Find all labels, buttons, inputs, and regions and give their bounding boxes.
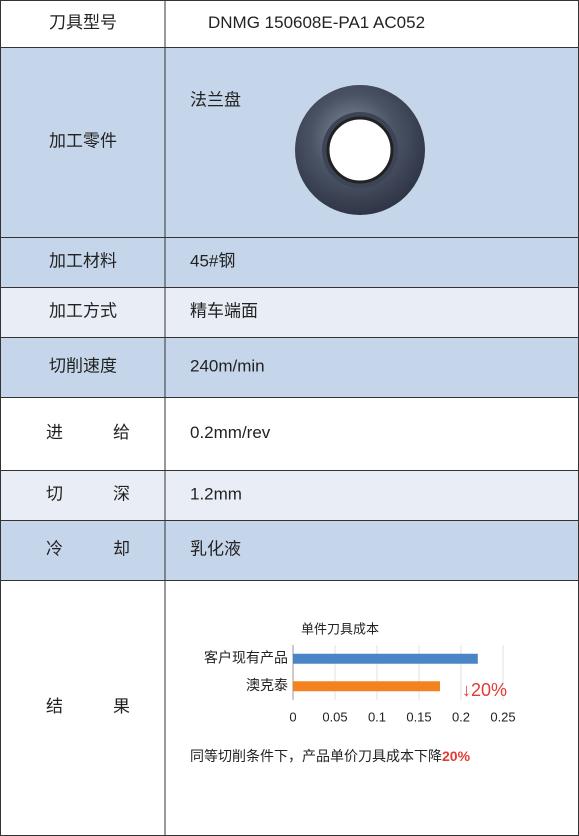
bar (293, 653, 478, 664)
row-bg (0, 237, 579, 288)
row-bg (0, 470, 579, 521)
chart-title: 单件刀具成本 (301, 621, 379, 636)
row-value: 45#钢 (190, 251, 235, 270)
row-bg (0, 287, 579, 338)
part-image (295, 85, 425, 215)
note: 同等切削条件下，产品单价刀具成本下降20% (190, 748, 471, 764)
bar (293, 681, 440, 692)
row-value: 乳化液 (190, 539, 241, 558)
row-bg (0, 337, 579, 398)
row-bg (0, 47, 579, 238)
x-tick-label: 0.15 (406, 709, 431, 724)
x-tick-label: 0.05 (322, 709, 347, 724)
row-bg (0, 580, 579, 836)
note-highlight: 20% (442, 748, 471, 764)
x-tick-label: 0.1 (368, 709, 386, 724)
row-value: 240m/min (190, 356, 265, 375)
category-label: 澳克泰 (246, 677, 288, 693)
row-bg (0, 0, 579, 48)
row-value: 精车端面 (190, 301, 258, 320)
row-bg (0, 397, 579, 471)
x-tick-label: 0.25 (490, 709, 515, 724)
row-value: 0.2mm/rev (190, 423, 271, 442)
row-label: 切削速度 (49, 356, 117, 375)
row-label: 加工方式 (49, 301, 117, 320)
x-tick-label: 0.2 (452, 709, 470, 724)
row-value: 法兰盘 (190, 90, 241, 109)
row-label: 加工零件 (49, 131, 117, 150)
row-bg (0, 520, 579, 581)
row-value: 1.2mm (190, 484, 242, 503)
note-text: 同等切削条件下，产品单价刀具成本下降 (190, 748, 442, 764)
row-value: DNMG 150608E-PA1 AC052 (208, 13, 425, 32)
annotation: ↓20% (462, 680, 507, 700)
category-label: 客户现有产品 (204, 649, 288, 665)
x-tick-label: 0 (289, 709, 296, 724)
row-label: 刀具型号 (49, 13, 117, 32)
row-label: 加工材料 (49, 251, 117, 270)
